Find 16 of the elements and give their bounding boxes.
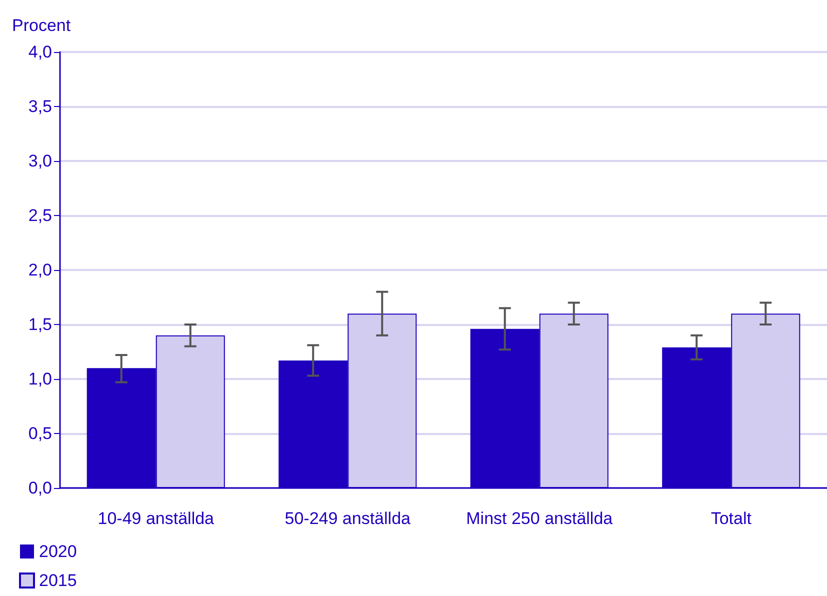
x-tick-label: 10-49 anställda [98,509,215,528]
y-tick-label: 1,0 [28,370,52,388]
y-tick-label: 3,0 [28,152,52,170]
y-tick-label: 2,0 [28,260,52,280]
x-tick-label: Minst 250 anställda [466,509,614,528]
legend-label: 2020 [39,542,77,561]
legend-label: 2015 [39,571,77,590]
y-tick-label: 0,5 [28,424,52,443]
x-tick-label: 50-249 anställda [284,509,412,528]
y-axis-title: Procent [12,16,71,35]
y-tick-label: 3,5 [28,97,52,116]
x-tick-label: Totalt [710,509,752,528]
y-tick-label: 0,0 [28,478,52,498]
y-tick-label: 4,0 [28,42,52,62]
y-tick-label: 2,5 [28,206,52,225]
y-tick-label: 1,5 [28,315,52,334]
